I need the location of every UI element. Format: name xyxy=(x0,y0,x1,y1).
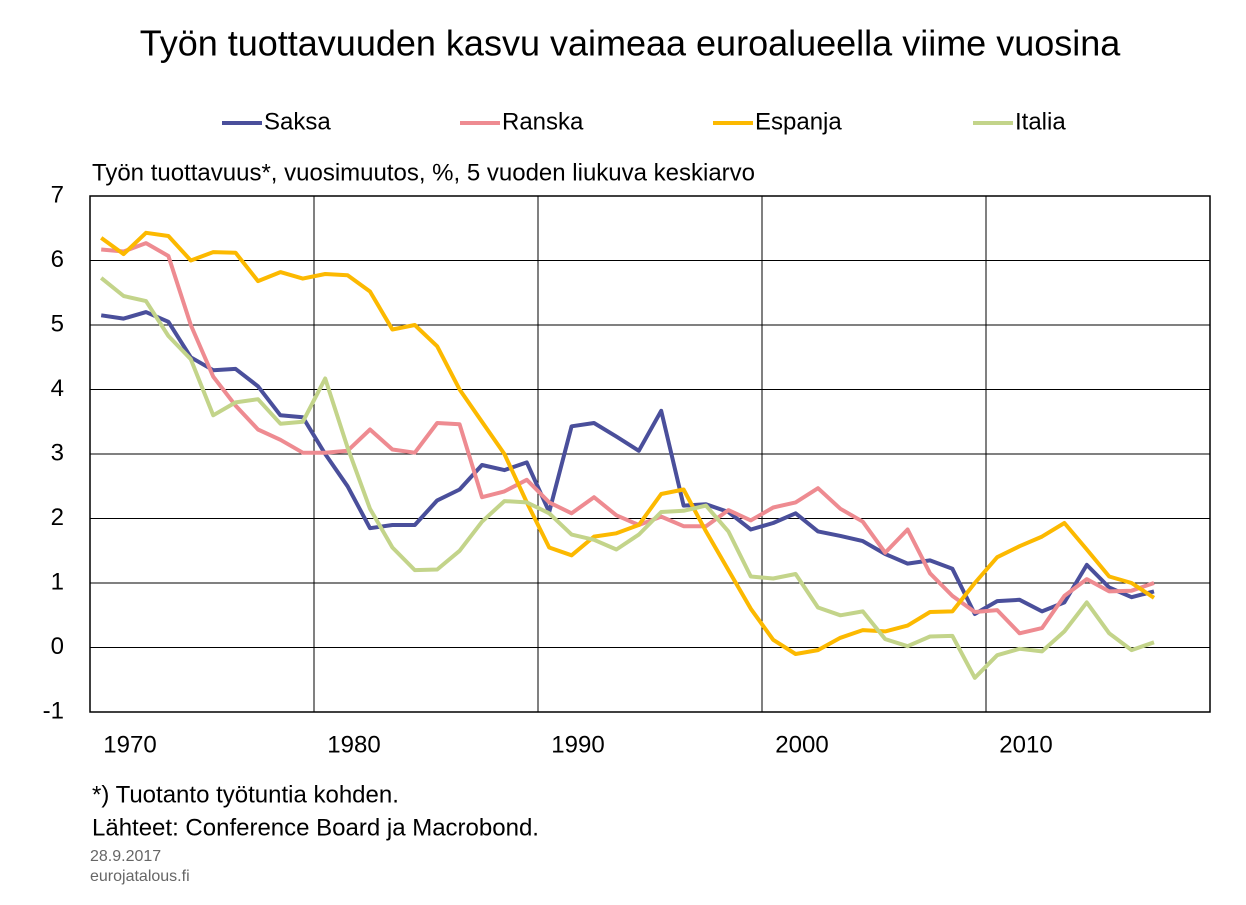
source: eurojatalous.fi xyxy=(90,868,190,885)
y-tick-label: 4 xyxy=(51,375,64,402)
y-tick-label: 1 xyxy=(51,568,64,595)
x-tick-label: 1990 xyxy=(551,731,604,758)
date: 28.9.2017 xyxy=(90,848,161,865)
y-tick-label: 7 xyxy=(51,181,64,208)
series-line xyxy=(100,230,1156,656)
series-line xyxy=(101,241,1155,636)
y-tick-label: 0 xyxy=(51,633,64,660)
series-line xyxy=(99,276,1155,680)
y-tick-label: -1 xyxy=(43,697,64,724)
legend-label: Saksa xyxy=(264,108,331,135)
x-tick-label: 1980 xyxy=(327,731,380,758)
plot-frame xyxy=(89,195,1211,713)
x-tick-label: 2010 xyxy=(999,731,1052,758)
y-tick-label: 3 xyxy=(51,439,64,466)
subtitle: Työn tuottavuus*, vuosimuutos, %, 5 vuod… xyxy=(92,159,755,186)
series-line xyxy=(100,310,1155,616)
y-tick-label: 2 xyxy=(51,504,64,531)
legend-label: Espanja xyxy=(755,108,842,135)
footnote: *) Tuotanto työtuntia kohden. xyxy=(92,781,399,808)
legend-label: Italia xyxy=(1015,108,1066,135)
y-tick-label: 5 xyxy=(51,310,64,337)
chart-title: Työn tuottavuuden kasvu vaimeaa euroalue… xyxy=(140,23,1122,64)
footnote: Lähteet: Conference Board ja Macrobond. xyxy=(92,814,539,841)
x-tick-label: 2000 xyxy=(775,731,828,758)
x-tick-label: 1970 xyxy=(103,731,156,758)
y-tick-label: 6 xyxy=(51,246,64,273)
legend-label: Ranska xyxy=(502,108,584,135)
